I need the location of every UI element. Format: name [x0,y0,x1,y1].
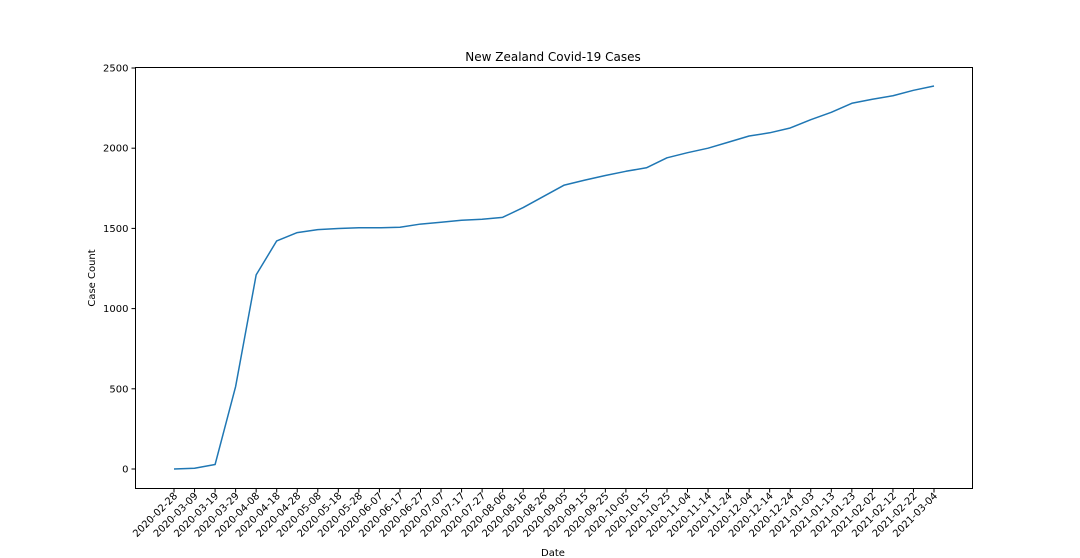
chart-title: New Zealand Covid-19 Cases [465,50,640,64]
y-tick-label: 1000 [103,304,128,315]
plot-frame [135,67,973,489]
x-axis-label: Date [541,548,565,558]
y-tick-label: 0 [122,465,128,476]
y-tick-label: 2500 [103,64,128,75]
series-line [173,85,935,470]
plot-area: 0 500 1000 1500 2000 2500 2020-02-282020-03-0… [103,64,973,540]
x-axis: 2020-02-282020-03-092020-03-192020-03-29… [131,488,940,540]
y-axis-label: Case Count [87,249,98,306]
y-tick-label: 2000 [103,144,128,155]
y-tick-label: 500 [109,384,128,395]
y-tick-label: 1500 [103,224,128,235]
y-axis: 0 500 1000 1500 2000 2500 [103,64,136,476]
